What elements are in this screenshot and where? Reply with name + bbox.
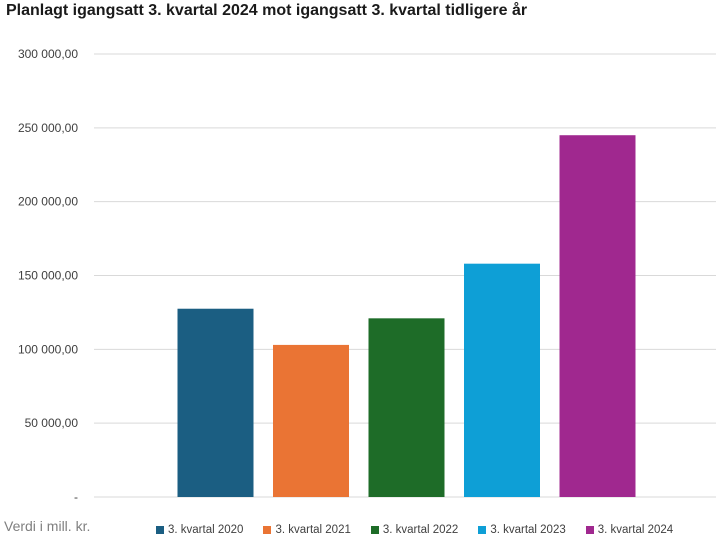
bar-3-kvartal-2024: [559, 135, 636, 497]
legend-item: 3. kvartal 2023: [478, 524, 566, 536]
bar-3-kvartal-2021: [273, 344, 349, 497]
legend-item: 3. kvartal 2024: [585, 524, 674, 536]
y-tick-label: 100 000,00: [18, 342, 78, 356]
y-tick-label: 50 000,00: [25, 416, 79, 430]
legend-swatch: [263, 526, 272, 534]
units-note: Verdi i mill. kr.: [4, 518, 91, 534]
legend-swatch: [370, 526, 379, 534]
y-tick-label: 250 000,00: [18, 121, 78, 135]
legend-label: 3. kvartal 2024: [597, 524, 674, 536]
legend-item: 3. kvartal 2021: [263, 524, 351, 536]
y-axis-tick-labels: - 50 000,00 100 000,00 150 000,00 200 000,00…: [18, 47, 78, 504]
legend-swatch: [585, 526, 594, 534]
bar-3-kvartal-2022: [368, 318, 445, 497]
chart-title: Planlagt igangsatt 3. kvartal 2024 mot i…: [6, 2, 528, 19]
legend-label: 3. kvartal 2020: [168, 524, 244, 536]
legend-swatch: [478, 526, 487, 534]
legend-label: 3. kvartal 2021: [275, 524, 351, 536]
legend: 3. kvartal 2020 3. kvartal 2021 3. kvartal…: [156, 524, 673, 536]
legend-swatch: [156, 526, 164, 534]
legend-label: 3. kvartal 2023: [490, 524, 566, 536]
bars-layer: [177, 135, 636, 497]
y-tick-label: 150 000,00: [18, 269, 78, 283]
y-tick-label: -: [74, 490, 78, 504]
legend-item: 3. kvartal 2022: [370, 524, 459, 536]
y-tick-label: 200 000,00: [18, 195, 78, 209]
legend-label: 3. kvartal 2022: [382, 524, 459, 536]
y-tick-label: 300 000,00: [18, 47, 78, 61]
bar-3-kvartal-2023: [464, 263, 540, 497]
bar-3-kvartal-2020: [177, 308, 254, 497]
legend-item: 3. kvartal 2020: [156, 524, 243, 536]
